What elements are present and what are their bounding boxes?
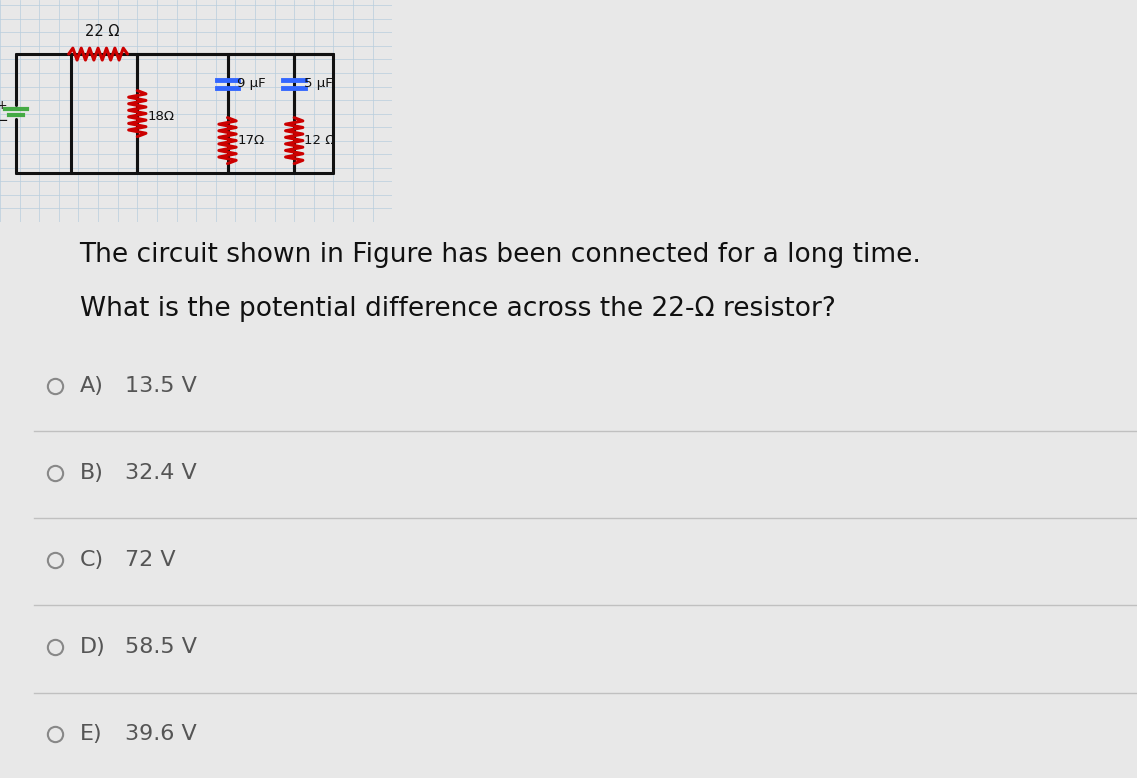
Text: What is the potential difference across the 22-Ω resistor?: What is the potential difference across …: [80, 296, 836, 321]
Text: 32.4 V: 32.4 V: [125, 463, 197, 483]
Text: 22 Ω: 22 Ω: [85, 24, 119, 39]
Text: 5 μF: 5 μF: [304, 77, 333, 90]
Text: 39.6 V: 39.6 V: [125, 724, 197, 745]
Text: 58.5 V: 58.5 V: [125, 637, 197, 657]
Text: 72 V: 72 V: [125, 550, 175, 570]
Text: 18Ω: 18Ω: [147, 110, 174, 123]
Text: −: −: [0, 113, 8, 128]
Text: 72V: 72V: [0, 105, 1, 120]
Text: 17Ω: 17Ω: [238, 134, 265, 147]
Text: E): E): [80, 724, 102, 745]
Text: 12 Ω: 12 Ω: [304, 134, 335, 147]
Text: 9 μF: 9 μF: [238, 77, 266, 90]
Text: 13.5 V: 13.5 V: [125, 376, 197, 396]
Text: D): D): [80, 637, 106, 657]
Text: C): C): [80, 550, 105, 570]
Text: The circuit shown in Figure has been connected for a long time.: The circuit shown in Figure has been con…: [80, 243, 921, 268]
Text: +: +: [0, 99, 7, 112]
Text: B): B): [80, 463, 103, 483]
Text: A): A): [80, 376, 103, 396]
